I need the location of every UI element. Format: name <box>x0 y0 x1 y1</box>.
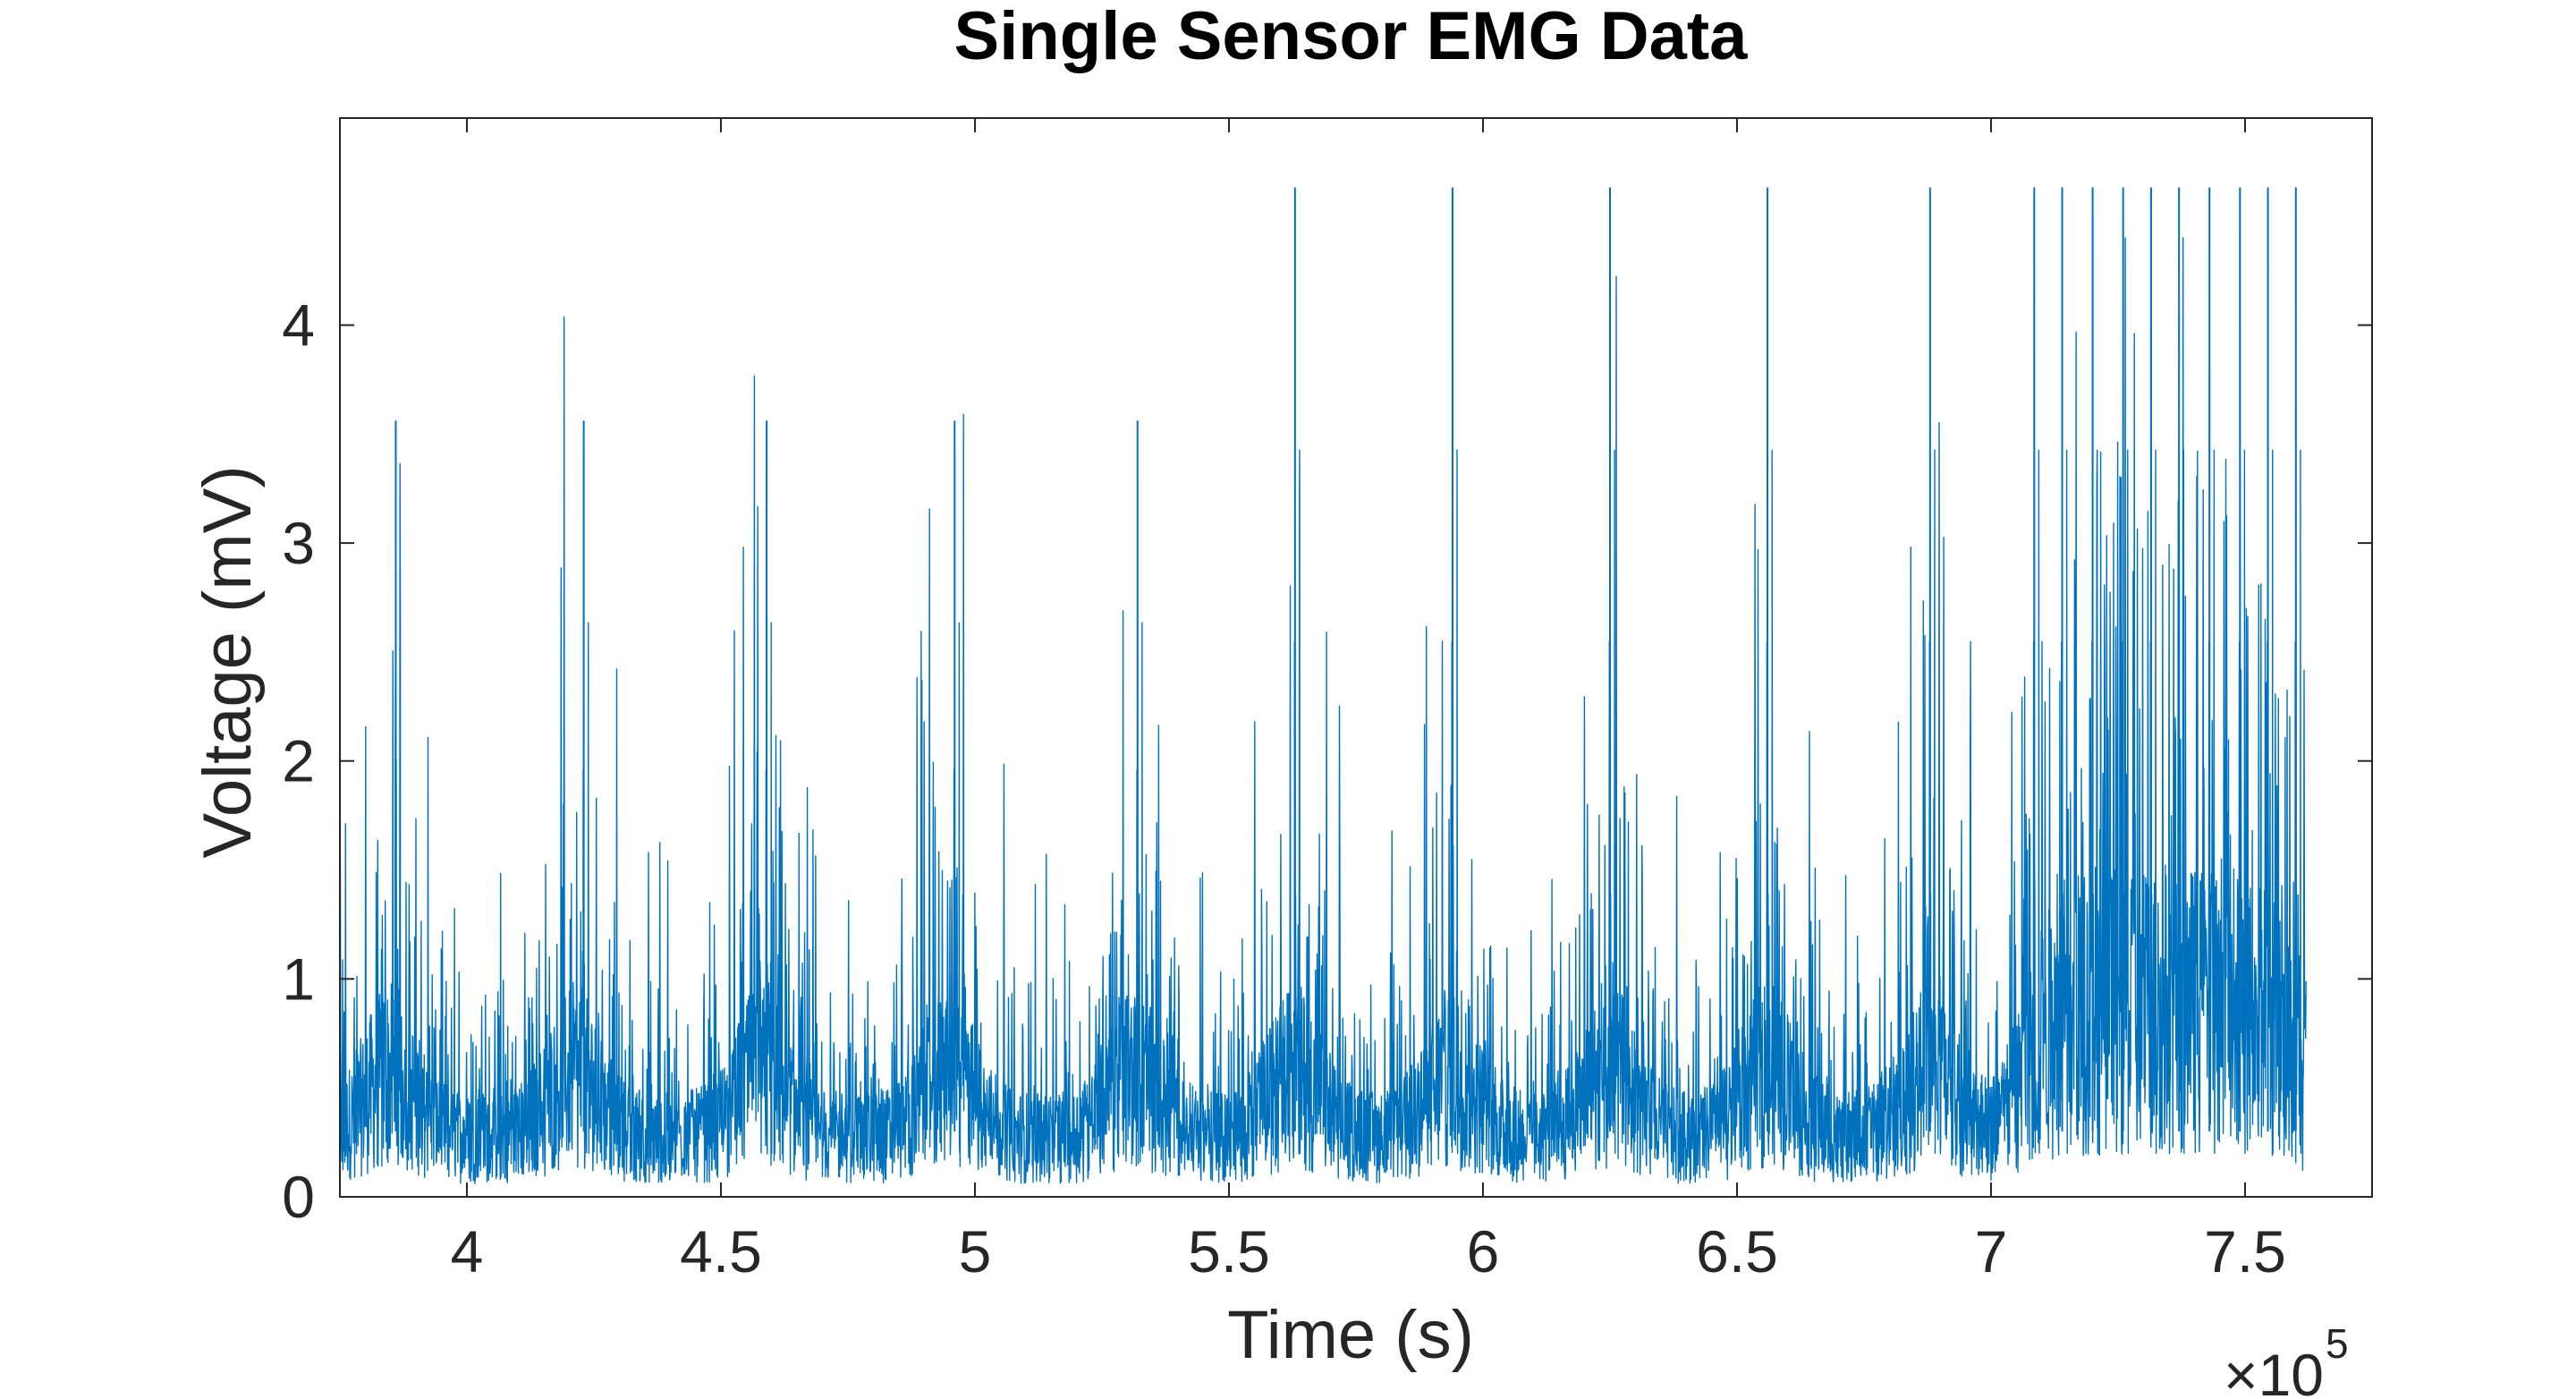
x-tick-label: 4.5 <box>680 1218 762 1285</box>
x-axis-ticks: 4 4.5 5 5.5 6 6.5 7 7.5 <box>451 118 2286 1285</box>
y-tick-label: 1 <box>282 945 315 1012</box>
y-tick-label: 4 <box>282 292 315 358</box>
y-tick-label: 0 <box>282 1164 315 1230</box>
series-group <box>340 187 2307 1184</box>
x-tick-label: 6.5 <box>1696 1218 1778 1285</box>
x-axis-exponent-power: 5 <box>2326 1320 2349 1367</box>
plot-area: 4 4.5 5 5.5 6 6.5 7 7.5 0 1 2 3 4 <box>282 117 2373 1285</box>
x-tick-label: 5.5 <box>1188 1218 1270 1285</box>
y-tick-label: 2 <box>282 728 315 794</box>
x-tick-label: 4 <box>451 1218 484 1285</box>
emg-signal-line <box>340 187 2307 1184</box>
x-tick-label: 7.5 <box>2204 1218 2286 1285</box>
plot-frame <box>339 117 2373 1198</box>
y-tick-label: 3 <box>282 510 315 576</box>
x-axis-exponent-base: ×10 <box>2224 1342 2324 1399</box>
x-tick-label: 6 <box>1467 1218 1500 1285</box>
x-axis-exponent: ×10 5 <box>2224 1320 2349 1399</box>
y-axis-ticks: 0 1 2 3 4 <box>282 292 2372 1230</box>
chart-title: Single Sensor EMG Data <box>954 0 1749 74</box>
x-tick-label: 7 <box>1975 1218 2008 1285</box>
x-axis-label: Time (s) <box>1227 1297 1474 1373</box>
y-axis-label: Voltage (mV) <box>190 465 266 858</box>
x-tick-label: 5 <box>959 1218 992 1285</box>
